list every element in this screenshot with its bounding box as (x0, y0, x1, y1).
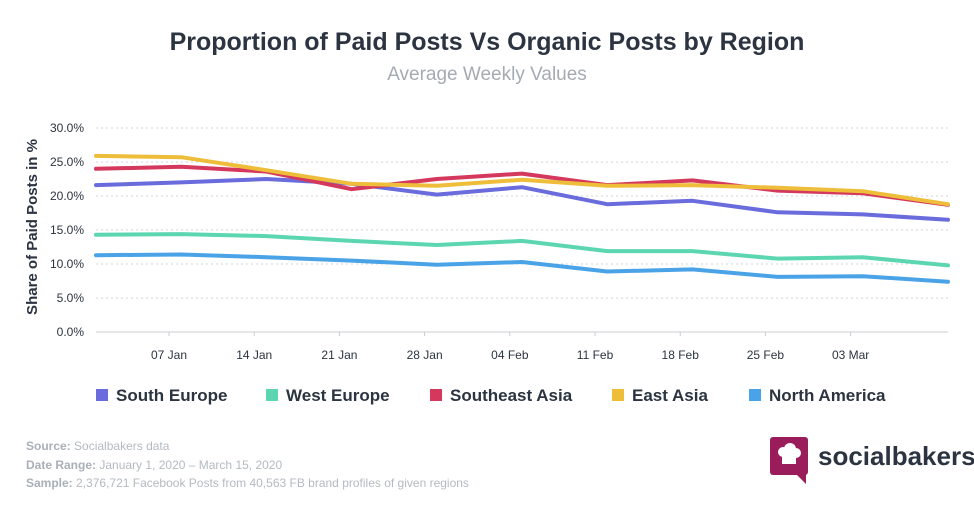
footer-date-value: January 1, 2020 – March 15, 2020 (99, 458, 283, 472)
x-tick-label: 18 Feb (662, 348, 700, 362)
y-tick-label: 0.0% (57, 325, 85, 339)
series-lines (94, 153, 950, 284)
x-tick-label: 25 Feb (747, 348, 785, 362)
legend-label-north-america: North America (769, 386, 886, 405)
legend-label-west-europe: West Europe (286, 386, 390, 405)
legend-swatch-west-europe (266, 389, 278, 401)
y-tick-label: 10.0% (50, 257, 84, 271)
x-tick-label: 04 Feb (491, 348, 529, 362)
brand-name: socialbakers (818, 441, 974, 471)
x-tick-label: 21 Jan (321, 348, 357, 362)
footer-sample-value: 2,376,721 Facebook Posts from 40,563 FB … (76, 476, 469, 490)
footer-source-value: Socialbakers data (74, 439, 170, 453)
series-line-southeast-asia (94, 164, 950, 207)
x-tick-label: 28 Jan (407, 348, 443, 362)
x-tick-label: 03 Mar (832, 348, 869, 362)
footer-source: Source: Socialbakers data (26, 439, 169, 453)
legend: South Europe West Europe Southeast Asia Eas… (96, 386, 886, 405)
legend-label-south-europe: South Europe (116, 386, 227, 405)
legend-swatch-south-europe (96, 389, 108, 401)
y-tick-label: 5.0% (57, 291, 85, 305)
y-tick-label: 15.0% (50, 223, 84, 237)
series-line-south-europe (94, 177, 950, 222)
legend-swatch-southeast-asia (430, 389, 442, 401)
footer-date-range: Date Range: January 1, 2020 – March 15, … (26, 458, 282, 472)
y-tick-label: 30.0% (50, 121, 84, 135)
grid-lines (96, 127, 948, 333)
socialbakers-logo-icon (770, 437, 808, 484)
x-tick-label: 14 Jan (236, 348, 272, 362)
legend-swatch-north-america (749, 389, 761, 401)
line-chart: 0.0% 5.0% 10.0% 15.0% 20.0% 25.0% 30.0% 07 Jan… (24, 121, 950, 405)
footer-date-label: Date Range: (26, 458, 97, 472)
y-tick-labels: 0.0% 5.0% 10.0% 15.0% 20.0% 25.0% 30.0% (50, 121, 84, 339)
chart-subtitle: Average Weekly Values (387, 64, 587, 85)
footer-sample-label: Sample: (26, 476, 73, 490)
x-tick-labels: 07 Jan 14 Jan 21 Jan 28 Jan 04 Feb 11 Feb 18 F… (151, 332, 869, 362)
series-line-west-europe (94, 232, 950, 268)
footer-sample: Sample: 2,376,721 Facebook Posts from 40… (26, 476, 469, 490)
series-line-north-america (94, 252, 950, 284)
x-tick-label: 07 Jan (151, 348, 187, 362)
y-axis-label: Share of Paid Posts in % (24, 139, 41, 315)
footer-source-label: Source: (26, 439, 71, 453)
x-tick-label: 11 Feb (577, 348, 614, 362)
series-line-east-asia (94, 153, 950, 207)
legend-label-east-asia: East Asia (632, 386, 708, 405)
legend-label-southeast-asia: Southeast Asia (450, 386, 573, 405)
chart-title: Proportion of Paid Posts Vs Organic Post… (169, 28, 805, 56)
y-tick-label: 25.0% (50, 155, 84, 169)
y-tick-label: 20.0% (50, 189, 84, 203)
legend-swatch-east-asia (612, 389, 624, 401)
